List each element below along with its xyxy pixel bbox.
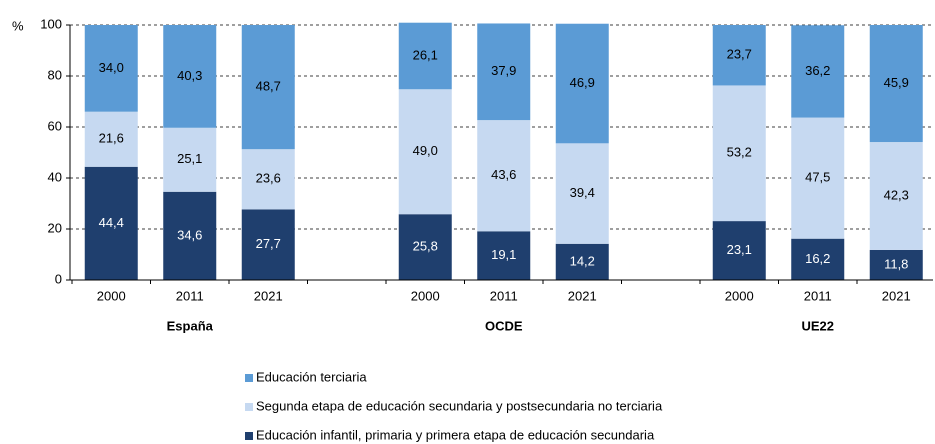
bar-segment [398, 22, 452, 90]
bar-segment [555, 143, 609, 244]
x-tick-label: 2011 [490, 288, 518, 303]
data-label: 25,1 [177, 151, 202, 166]
bar-segment [163, 25, 217, 128]
bar-segment [241, 149, 295, 210]
bar-segment [477, 23, 531, 121]
bar-segment [791, 117, 845, 239]
y-axis-label: % [12, 18, 24, 33]
data-label: 49,0 [413, 143, 438, 158]
data-label: 34,0 [99, 60, 124, 75]
y-tick-label: 0 [55, 271, 62, 286]
data-label: 23,6 [256, 171, 281, 186]
bar-segment [398, 89, 452, 215]
bar-segment [869, 249, 923, 280]
data-label: 11,8 [884, 256, 908, 271]
bar-segment [555, 23, 609, 144]
x-tick-label: 2000 [411, 288, 440, 303]
bar-segment [791, 238, 845, 280]
y-tick-label: 80 [48, 67, 62, 82]
x-tick-label: 2021 [254, 288, 283, 303]
bar-segment [84, 166, 138, 280]
bar-segment [241, 25, 295, 150]
data-label: 45,9 [884, 75, 909, 90]
legend-swatch [245, 432, 253, 440]
data-label: 26,1 [413, 47, 438, 62]
y-tick-label: 20 [48, 220, 62, 235]
y-tick-label: 60 [48, 118, 62, 133]
bar-segment [869, 25, 923, 143]
x-tick-label: 2021 [882, 288, 911, 303]
bar-segment [791, 25, 845, 118]
data-label: 48,7 [256, 79, 281, 94]
bar-segment [869, 142, 923, 250]
data-label: 16,2 [805, 251, 830, 266]
group-label: España [167, 318, 214, 333]
legend-label: Educación terciaria [256, 369, 367, 384]
group-label: UE22 [801, 318, 834, 333]
bar-segment [84, 25, 138, 112]
data-label: 40,3 [177, 68, 202, 83]
data-label: 14,2 [570, 253, 595, 268]
bar-segment [163, 191, 217, 280]
legend-swatch [245, 374, 253, 382]
bar-segment [398, 214, 452, 280]
data-label: 34,6 [177, 227, 202, 242]
data-label: 46,9 [570, 75, 595, 90]
bar-segment [555, 243, 609, 280]
x-tick-label: 2021 [568, 288, 597, 303]
data-label: 27,7 [256, 236, 281, 251]
data-label: 19,1 [491, 247, 516, 262]
data-label: 23,1 [727, 242, 752, 257]
x-tick-label: 2011 [176, 288, 204, 303]
bar-segment [241, 209, 295, 280]
data-label: 37,9 [491, 63, 516, 78]
data-label: 36,2 [805, 63, 830, 78]
data-label: 21,6 [99, 131, 124, 146]
data-label: 42,3 [884, 187, 909, 202]
x-tick-label: 2000 [97, 288, 126, 303]
bar-segment [84, 111, 138, 167]
data-label: 43,6 [491, 167, 516, 182]
legend-label: Segunda etapa de educación secundaria y … [256, 398, 663, 413]
bar-segment [163, 127, 217, 192]
y-tick-label: 40 [48, 169, 62, 184]
y-tick-label: 100 [40, 16, 62, 31]
legend-label: Educación infantil, primaria y primera e… [256, 427, 655, 442]
bar-segment [712, 25, 766, 86]
data-label: 23,7 [727, 47, 752, 62]
x-tick-label: 2000 [725, 288, 754, 303]
bar-segment [477, 120, 531, 232]
data-label: 47,5 [805, 170, 830, 185]
data-label: 39,4 [570, 185, 595, 200]
bar-segment [712, 221, 766, 280]
data-label: 53,2 [727, 145, 752, 160]
bar-segment [712, 85, 766, 222]
x-tick-label: 2011 [804, 288, 832, 303]
group-label: OCDE [485, 318, 523, 333]
data-label: 25,8 [413, 239, 438, 254]
data-label: 44,4 [99, 215, 124, 230]
legend-swatch [245, 403, 253, 411]
bar-segment [477, 231, 531, 280]
